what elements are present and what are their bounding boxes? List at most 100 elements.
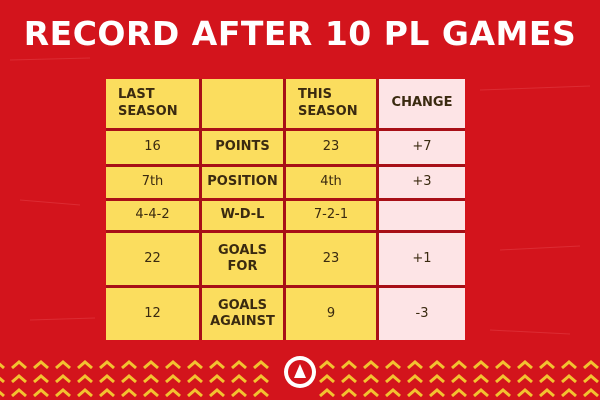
chevron: [99, 360, 115, 370]
chevron: [495, 388, 511, 398]
chevron: [473, 360, 489, 370]
chevron: [77, 360, 93, 370]
chevron: [429, 388, 445, 398]
header-cell: THIS SEASON: [286, 79, 376, 128]
logo-bird: [294, 364, 306, 378]
chevron: [209, 360, 225, 370]
chevron: [0, 390, 5, 398]
table-cell: W-D-L: [202, 201, 283, 230]
chevron: [143, 388, 159, 398]
chevron: [55, 360, 71, 370]
chevron: [187, 388, 203, 398]
chevron: [473, 374, 489, 384]
chevron: [253, 374, 269, 384]
chevron: [209, 388, 225, 398]
chevron: [253, 360, 269, 370]
table-cell: [379, 201, 465, 230]
chevron: [451, 374, 467, 384]
chevron: [517, 360, 533, 370]
chevron: [517, 388, 533, 398]
chevron: [253, 388, 269, 398]
chevron: [385, 374, 401, 384]
table-cell: 4-4-2: [106, 201, 199, 230]
chevron: [231, 374, 247, 384]
chevron: [11, 388, 27, 398]
chevron: [583, 374, 599, 384]
chevron: [231, 388, 247, 398]
table-cell: 23: [286, 131, 376, 164]
table-cell: 23: [286, 233, 376, 285]
header-cell: [202, 79, 283, 128]
chevron: [0, 362, 5, 370]
chevron: [561, 360, 577, 370]
chevron: [385, 388, 401, 398]
chevron: [33, 360, 49, 370]
chevron: [539, 374, 555, 384]
chevron: [77, 388, 93, 398]
chevron: [451, 360, 467, 370]
table-cell: 22: [106, 233, 199, 285]
chevron: [209, 374, 225, 384]
chevron: [517, 374, 533, 384]
table-cell: GOALS AGAINST: [202, 288, 283, 340]
chevron: [319, 388, 335, 398]
chevron: [451, 388, 467, 398]
chevron: [187, 360, 203, 370]
chevron: [429, 374, 445, 384]
comparison-table: LAST SEASON THIS SEASON CHANGE 16 POINTS 2…: [106, 79, 465, 340]
chevron: [341, 388, 357, 398]
table-cell: 16: [106, 131, 199, 164]
chevron: [429, 360, 445, 370]
chevron: [99, 374, 115, 384]
chevron: [77, 374, 93, 384]
chevron: [583, 360, 599, 370]
chevron: [363, 388, 379, 398]
table-cell: 12: [106, 288, 199, 340]
chevron: [341, 360, 357, 370]
title: RECORD AFTER 10 PL GAMES: [23, 14, 577, 53]
chevron: [561, 388, 577, 398]
chevron: [561, 374, 577, 384]
chevron: [121, 374, 137, 384]
chevron: [165, 374, 181, 384]
chevron: [539, 360, 555, 370]
chevron: [583, 388, 599, 398]
chevron: [143, 360, 159, 370]
chevron: [99, 388, 115, 398]
chevron: [143, 374, 159, 384]
chevron: [319, 374, 335, 384]
header-cell: CHANGE: [379, 79, 465, 128]
table-cell: POSITION: [202, 167, 283, 198]
chevron: [33, 374, 49, 384]
chevron: [363, 360, 379, 370]
chevron: [11, 360, 27, 370]
table-cell: 7-2-1: [286, 201, 376, 230]
table-cell: -3: [379, 288, 465, 340]
table-cell: POINTS: [202, 131, 283, 164]
chevron: [0, 376, 5, 384]
header-cell: LAST SEASON: [106, 79, 199, 128]
chevron: [407, 360, 423, 370]
chevron: [187, 374, 203, 384]
chevron: [495, 374, 511, 384]
table-cell: +3: [379, 167, 465, 198]
chevron: [495, 360, 511, 370]
chevron: [121, 388, 137, 398]
chevron: [407, 374, 423, 384]
table-cell: +1: [379, 233, 465, 285]
chevron: [231, 360, 247, 370]
chevron: [33, 388, 49, 398]
chevron: [539, 388, 555, 398]
chevron: [55, 388, 71, 398]
chevron: [121, 360, 137, 370]
chevron: [473, 388, 489, 398]
table-cell: GOALS FOR: [202, 233, 283, 285]
chevron: [407, 388, 423, 398]
chevron: [55, 374, 71, 384]
chevron: [165, 388, 181, 398]
chevron: [165, 360, 181, 370]
table-cell: 4th: [286, 167, 376, 198]
